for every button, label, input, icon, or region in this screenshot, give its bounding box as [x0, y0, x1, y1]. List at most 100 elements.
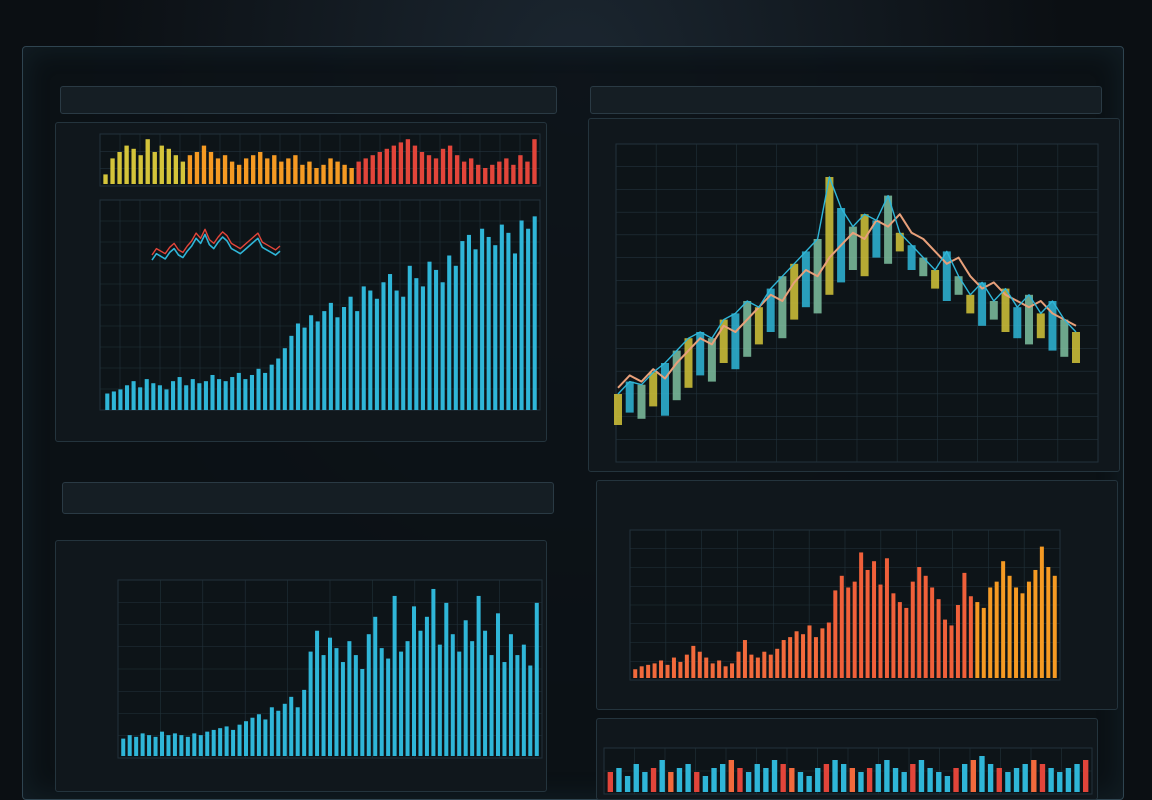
bottom-left-bar: [289, 696, 294, 756]
top-right-range-bar: [942, 251, 951, 301]
top-left-main-bar: [420, 286, 425, 410]
bottom-right-bar: [639, 666, 644, 678]
bottom-right-bar: [1014, 587, 1019, 678]
top-left-strip-bar: [180, 161, 186, 184]
bottom-right-strip-bar: [875, 764, 881, 792]
top-left-strip-bar: [124, 145, 129, 184]
bottom-left-bar: [502, 662, 507, 756]
bottom-right-strip-bar: [720, 764, 726, 792]
top-right-range-bar: [801, 251, 810, 308]
bottom-right-bar: [678, 661, 683, 678]
top-left-main-bar: [532, 216, 537, 410]
top-left-strip-bar: [483, 168, 488, 184]
bottom-right-strip-bar: [962, 764, 968, 792]
bottom-left-bar: [160, 731, 165, 756]
bottom-right-strip-bar: [607, 772, 613, 792]
bottom-left-bar: [373, 616, 378, 756]
top-right-range-bar: [954, 276, 963, 295]
top-right-range-bar: [719, 319, 728, 363]
bottom-right-bar: [897, 602, 902, 678]
bottom-left-bar: [399, 651, 404, 756]
top-left-strip-bar: [342, 164, 347, 184]
top-left-strip-bar: [173, 155, 179, 184]
top-left-main-bar: [355, 311, 360, 410]
top-left-strip-bar: [377, 152, 382, 184]
top-left-main-bar: [526, 228, 531, 410]
bottom-right-strip-bar: [780, 764, 786, 792]
top-right-range-bar: [754, 307, 763, 345]
top-right-range-bar: [625, 381, 634, 413]
top-left-main-bar: [348, 296, 353, 410]
bottom-right-bar: [671, 657, 676, 678]
bottom-left-bar: [515, 655, 520, 756]
bottom-right-strip-bar: [1022, 764, 1028, 792]
bottom-right-strip-bar: [685, 764, 691, 792]
top-left-main-bar: [335, 317, 340, 410]
top-left-main-bar: [315, 321, 320, 410]
bottom-left-bar: [360, 669, 365, 756]
bottom-right-bar: [755, 657, 760, 678]
top-left-strip-bar: [349, 168, 354, 184]
bottom-left-header-strip: [62, 482, 554, 514]
bottom-right-bar: [891, 593, 896, 678]
top-left-strip-bar: [440, 148, 446, 184]
bottom-right-bar: [988, 587, 993, 678]
top-left-main-bar: [381, 282, 386, 410]
top-right-range-bar: [907, 245, 916, 270]
bottom-right-bar: [975, 602, 980, 678]
top-left-strip-bar: [187, 155, 193, 184]
top-right-range-bar: [895, 232, 904, 252]
bottom-right-bar: [936, 599, 941, 678]
bottom-right-strip-bar: [797, 772, 804, 792]
bottom-right-bar: [981, 607, 986, 678]
bottom-right-bar: [1039, 546, 1044, 678]
top-left-main-bar: [124, 385, 130, 410]
top-left-main-bar: [374, 298, 379, 410]
top-left-strip-bar: [229, 161, 235, 184]
top-right-range-bar: [778, 276, 787, 339]
bottom-right-bar: [826, 622, 831, 678]
bottom-left-bar: [276, 710, 281, 756]
top-left-main-bar: [512, 253, 518, 410]
bottom-right-bar: [994, 581, 999, 678]
top-left-main-bar: [164, 389, 169, 410]
top-left-strip-bar: [497, 161, 502, 184]
top-left-main-bar: [427, 261, 432, 410]
bottom-left-bar: [147, 735, 152, 756]
top-left-main-bar: [460, 241, 465, 410]
top-left-strip-bar: [138, 155, 143, 184]
top-left-main-bar: [447, 255, 452, 410]
top-right-range-bar: [661, 363, 669, 416]
top-left-strip-bar: [251, 155, 256, 184]
bottom-right-bar: [833, 590, 838, 678]
bottom-right-bar: [852, 581, 857, 678]
bottom-left-bar: [295, 707, 300, 756]
bottom-right-bar: [968, 596, 973, 678]
bottom-right-strip-bar: [996, 768, 1002, 792]
top-left-main-bar: [217, 379, 222, 410]
top-left-main-bar: [289, 335, 294, 410]
bottom-right-bar: [917, 567, 922, 678]
bottom-left-bar: [521, 644, 526, 756]
bottom-right-strip-bar: [970, 760, 976, 792]
bottom-left-bar: [321, 655, 326, 756]
bottom-left-bar: [269, 707, 274, 756]
bottom-right-strip-bar: [892, 768, 899, 792]
bottom-right-strip-bar: [858, 772, 864, 792]
top-right-range-bar: [696, 332, 705, 376]
top-left-main-bar: [184, 385, 189, 410]
top-left-strip-bar: [518, 155, 523, 184]
bottom-right-strip-bar: [910, 764, 916, 792]
top-left-strip-bar: [419, 152, 425, 184]
top-left-main-bar: [368, 290, 373, 410]
bottom-right-bar: [1026, 581, 1031, 678]
bottom-left-bar: [334, 648, 339, 756]
top-left-strip-bar: [504, 158, 509, 184]
top-left-strip-bar: [103, 174, 108, 184]
bottom-left-bar: [412, 606, 417, 756]
top-left-main-bar: [210, 374, 215, 410]
top-left-strip-bar: [243, 158, 249, 184]
bottom-right-bar: [884, 558, 889, 678]
top-left-main-bar: [263, 372, 268, 410]
